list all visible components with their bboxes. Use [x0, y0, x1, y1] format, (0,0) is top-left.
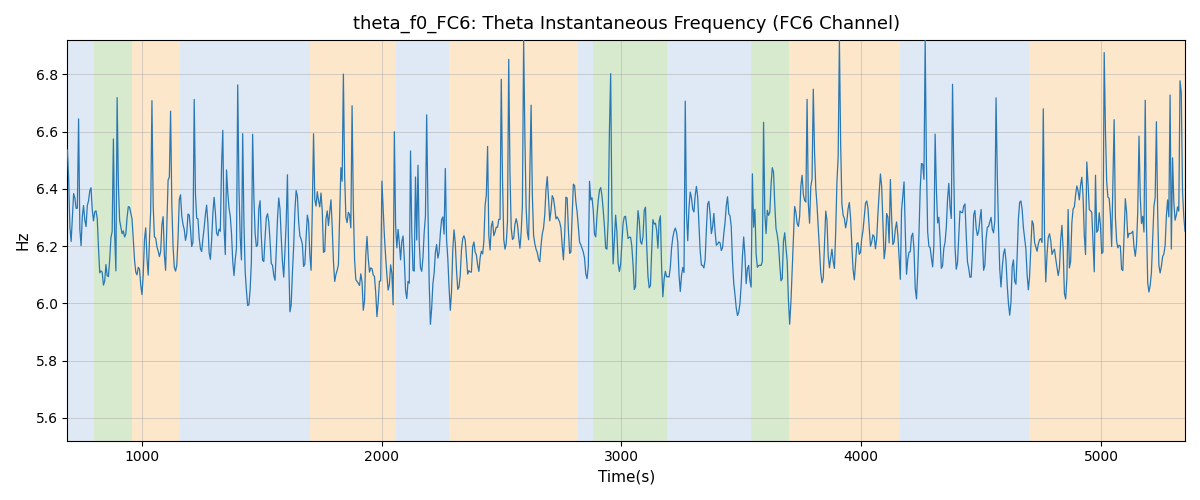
Bar: [67, 40, 94, 440]
Bar: [593, 40, 667, 440]
Bar: [396, 40, 449, 440]
Bar: [449, 40, 578, 440]
Bar: [94, 40, 132, 440]
Bar: [310, 40, 396, 440]
Y-axis label: Hz: Hz: [16, 230, 30, 250]
Title: theta_f0_FC6: Theta Instantaneous Frequency (FC6 Channel): theta_f0_FC6: Theta Instantaneous Freque…: [353, 15, 900, 34]
Bar: [180, 40, 310, 440]
Bar: [1030, 40, 1068, 440]
Bar: [1068, 40, 1186, 440]
Bar: [751, 40, 790, 440]
Bar: [790, 40, 900, 440]
Bar: [900, 40, 1030, 440]
X-axis label: Time(s): Time(s): [598, 470, 655, 485]
Bar: [132, 40, 180, 440]
Bar: [578, 40, 593, 440]
Bar: [667, 40, 751, 440]
